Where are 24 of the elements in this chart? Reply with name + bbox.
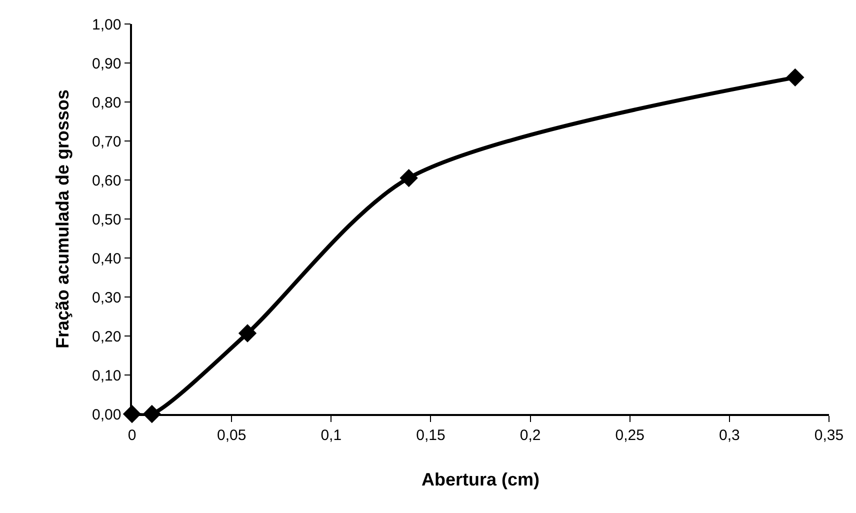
- y-tick-label: 0,30: [92, 289, 122, 306]
- x-axis-title: Abertura (cm): [421, 469, 540, 490]
- x-tick-label: 0,05: [216, 426, 246, 444]
- point: [238, 324, 257, 342]
- x-tick-label: 0: [128, 426, 136, 444]
- x-tick-label: 0,25: [615, 426, 644, 444]
- y-tick-label: 0,00: [92, 406, 122, 424]
- y-tick-label: 0,60: [92, 172, 122, 190]
- x-tick-label: 0,35: [814, 426, 844, 444]
- point: [786, 68, 804, 87]
- y-tick-label: 0,20: [92, 328, 122, 346]
- y-tick-label: 1,00: [92, 16, 122, 34]
- y-tick-label: 0,70: [92, 133, 122, 150]
- y-tick-label: 0,90: [92, 55, 122, 72]
- y-tick-label: 0,40: [92, 250, 122, 268]
- y-tick-label: 0,80: [92, 94, 122, 112]
- x-tick-label: 0,15: [416, 426, 446, 444]
- y-axis-title: Fração acumulada de grossos: [52, 89, 73, 349]
- y-tick-label: 0,50: [92, 211, 122, 228]
- x-tick-label: 0,2: [520, 426, 541, 444]
- x-tick-label: 0,3: [719, 426, 740, 444]
- y-tick-label: 0,10: [92, 367, 122, 384]
- point: [400, 168, 418, 188]
- x-tick-label: 0,1: [320, 426, 342, 444]
